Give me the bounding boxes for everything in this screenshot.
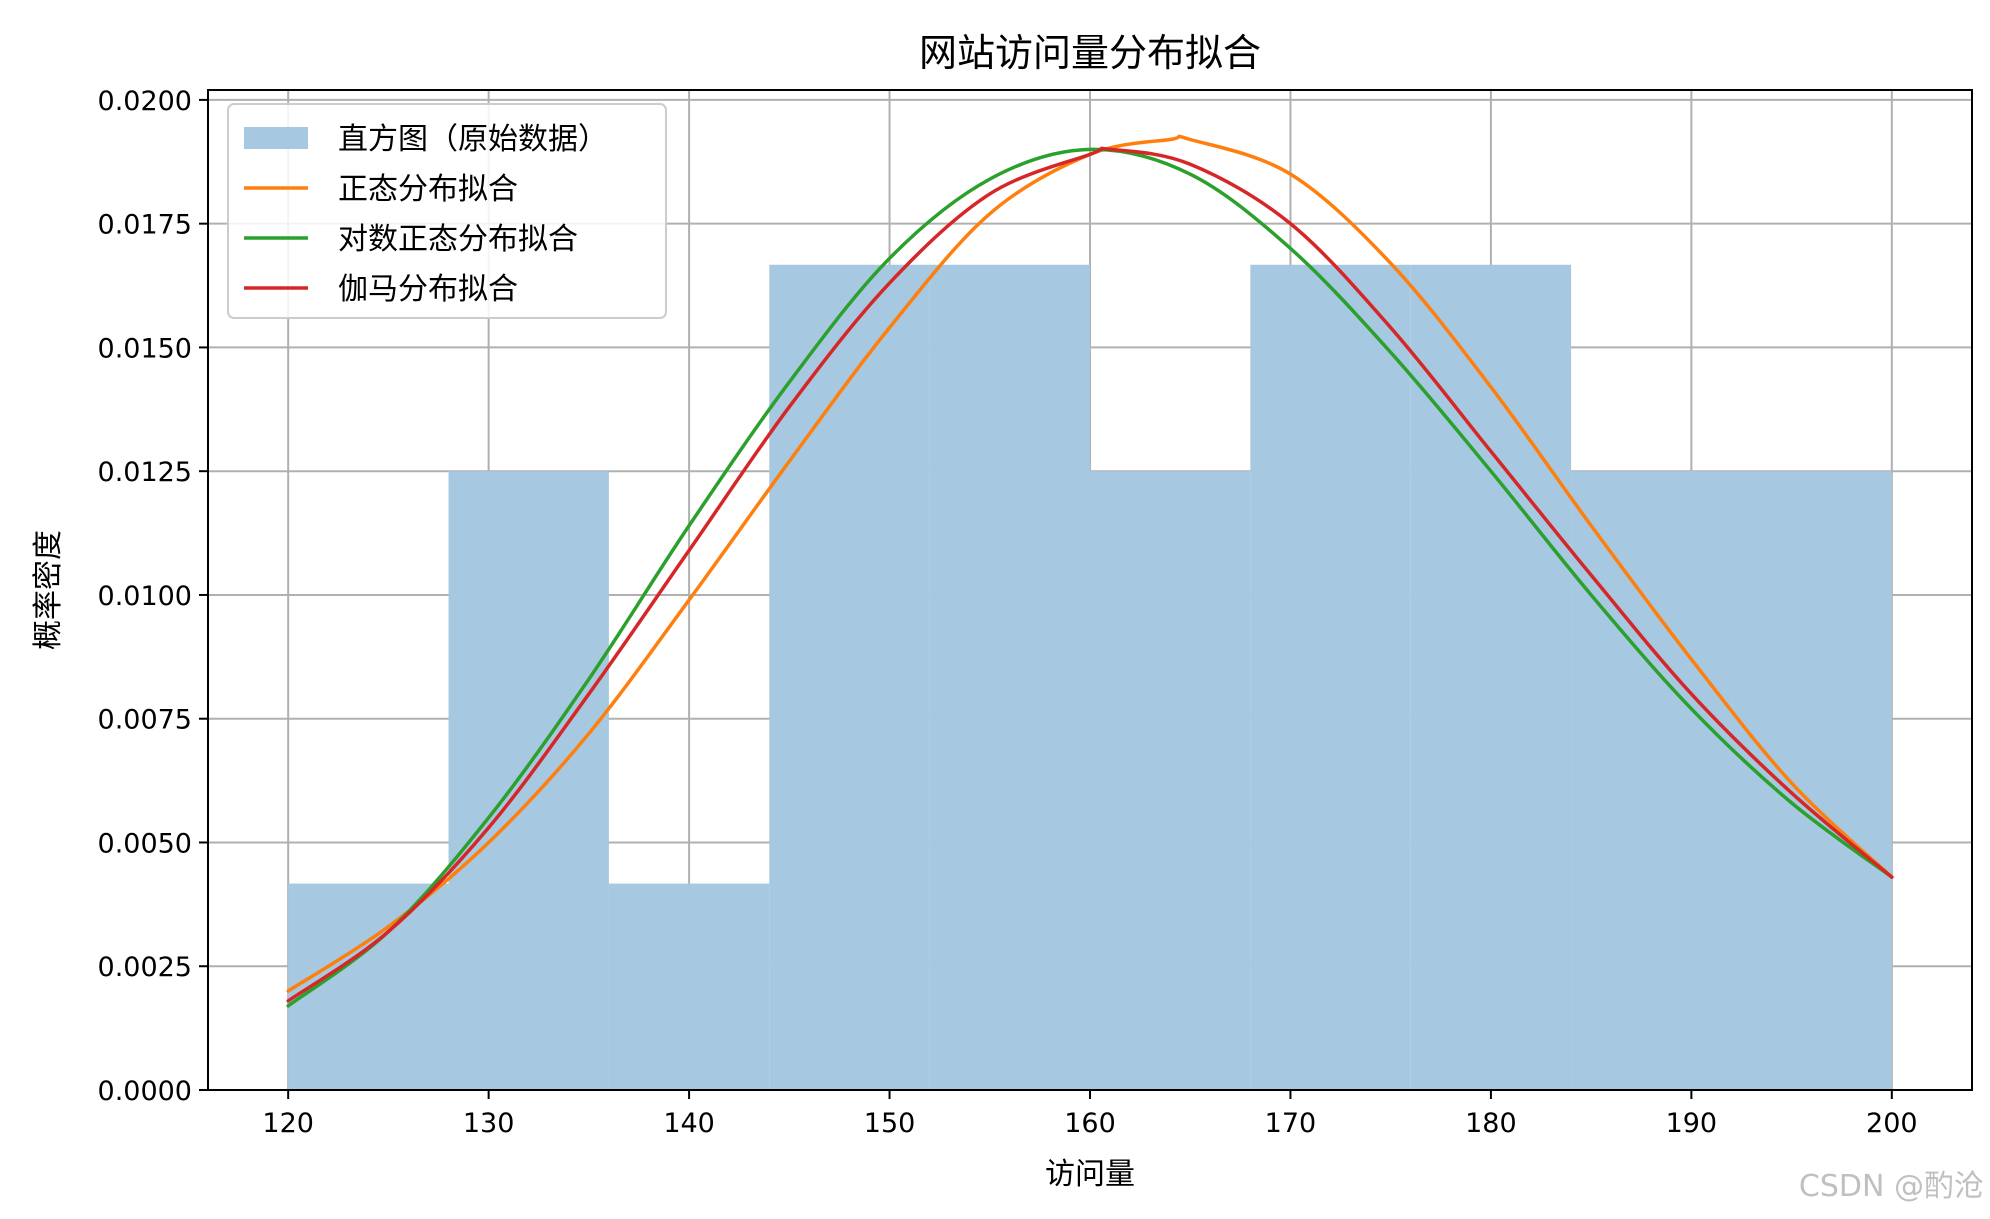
series-line-1 (286, 147, 1894, 1008)
legend-label: 直方图（原始数据） (338, 122, 608, 157)
histogram-bar (448, 471, 609, 1090)
y-tick-label: 0.0125 (98, 457, 192, 488)
y-tick-label: 0.0175 (98, 210, 192, 241)
x-tick-label: 120 (262, 1108, 314, 1139)
y-tick-label: 0.0075 (98, 705, 192, 736)
x-tick-label: 150 (864, 1108, 916, 1139)
x-tick-label: 160 (1064, 1108, 1116, 1139)
series-line-2 (286, 146, 1894, 1003)
legend-swatch-histogram (244, 127, 308, 149)
y-tick-label: 0.0200 (98, 86, 192, 117)
y-tick-label: 0.0100 (98, 581, 192, 612)
x-tick-label: 170 (1265, 1108, 1317, 1139)
x-axis-label: 访问量 (1045, 1157, 1135, 1192)
y-tick-label: 0.0050 (98, 828, 192, 859)
legend-label: 对数正态分布拟合 (338, 222, 578, 257)
x-tick-label: 190 (1666, 1108, 1718, 1139)
histogram-bar (1731, 471, 1892, 1090)
watermark-text: CSDN @酌沧 (1799, 1169, 1984, 1204)
legend-label: 正态分布拟合 (338, 172, 518, 207)
axis-ticks: 120 130 140 150 160 170 180 190 200 0.0000 0.0025 0… (98, 86, 1918, 1139)
x-tick-label: 200 (1866, 1108, 1918, 1139)
histogram-bars (288, 264, 1892, 1091)
histogram-bar (1571, 471, 1732, 1090)
x-tick-label: 130 (463, 1108, 515, 1139)
histogram-bar (1090, 471, 1251, 1090)
x-tick-label: 180 (1465, 1108, 1517, 1139)
histogram-bar (769, 264, 930, 1091)
histogram-bar (1250, 264, 1411, 1091)
y-tick-label: 0.0150 (98, 333, 192, 364)
fit-lines (286, 134, 1894, 1008)
y-axis-label: 概率密度 (31, 530, 66, 650)
histogram-bar (608, 883, 770, 1090)
y-tick-label: 0.0025 (98, 952, 192, 983)
legend-label: 伽马分布拟合 (338, 272, 518, 307)
y-tick-label: 0.0000 (98, 1076, 192, 1107)
series-line-0 (286, 134, 1894, 993)
histogram-bar (1410, 264, 1572, 1091)
legend-box (227, 103, 667, 319)
chart-title: 网站访问量分布拟合 (919, 31, 1261, 75)
x-tick-label: 140 (663, 1108, 715, 1139)
histogram-bar (929, 264, 1090, 1091)
